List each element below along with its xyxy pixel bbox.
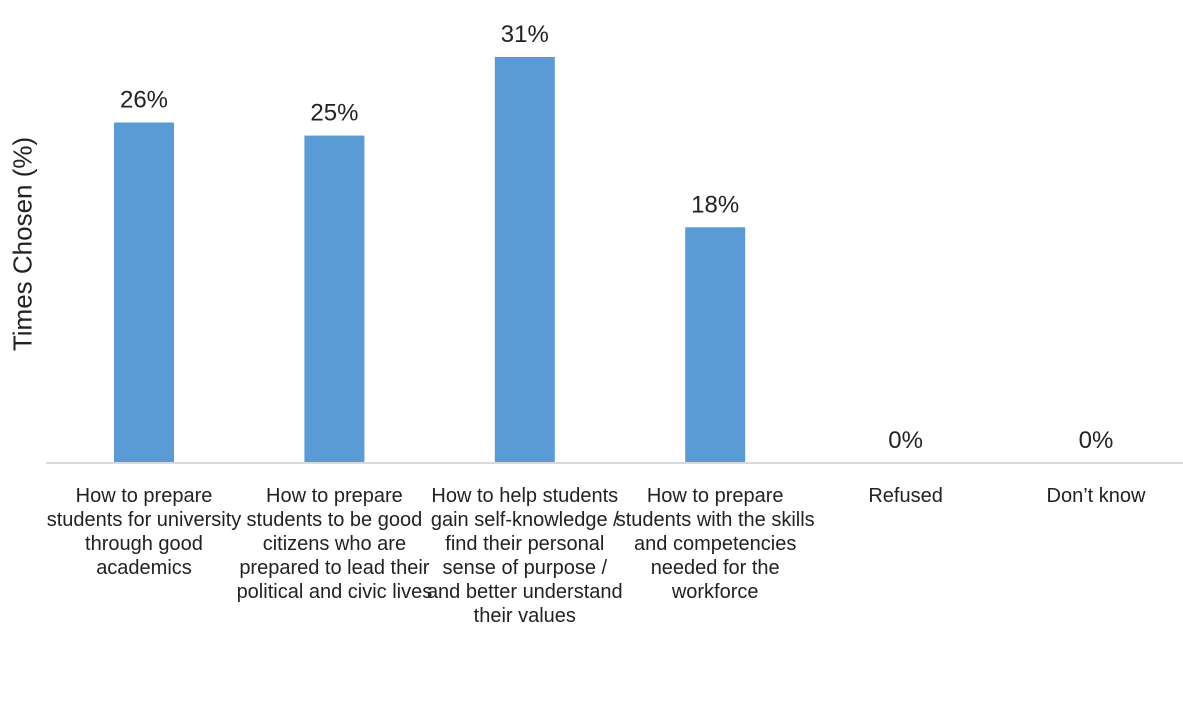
category-label-4: Refused <box>868 485 943 507</box>
bar-0 <box>114 122 174 463</box>
category-label-2: How to help students gain self-knowledge… <box>426 485 623 627</box>
category-label-5: Don’t know <box>1046 485 1146 507</box>
data-label-5: 0% <box>1079 427 1114 454</box>
bars-group <box>114 57 746 464</box>
data-label-4: 0% <box>888 427 923 454</box>
bar-2 <box>494 57 555 463</box>
bar-1 <box>304 135 365 464</box>
category-label-3: How to prepare students with the skills … <box>615 485 815 603</box>
category-label-1: How to prepare students to be good citiz… <box>236 485 433 603</box>
data-label-2: 31% <box>501 21 549 48</box>
data-labels-group: 26% 25% 31% 18% 0% 0% <box>120 21 1113 454</box>
category-label-0: How to prepare students for university t… <box>46 485 242 579</box>
data-label-0: 26% <box>120 86 168 113</box>
data-label-1: 25% <box>310 100 358 127</box>
bar-3 <box>685 227 746 463</box>
y-axis-label: Times Chosen (%) <box>7 136 38 352</box>
data-label-3: 18% <box>691 191 739 218</box>
